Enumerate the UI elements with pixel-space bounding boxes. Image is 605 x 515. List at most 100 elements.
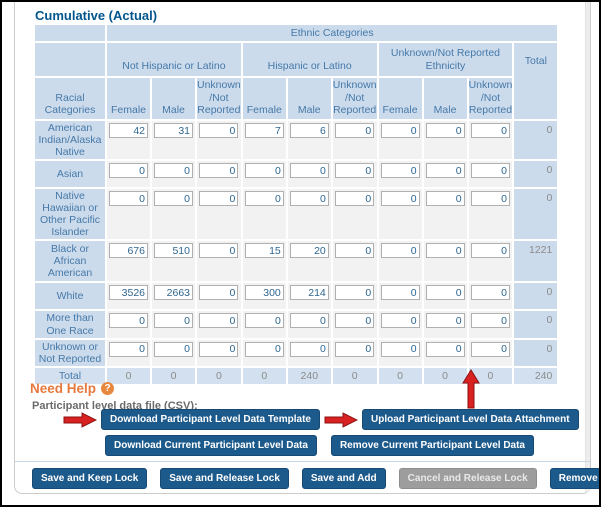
count-input[interactable] <box>154 285 193 301</box>
total-value: 0 <box>242 367 286 384</box>
value-cell <box>468 283 513 310</box>
count-input[interactable] <box>289 313 329 329</box>
count-input[interactable] <box>470 163 510 179</box>
count-input[interactable] <box>335 313 375 329</box>
count-input[interactable] <box>425 341 465 357</box>
count-input[interactable] <box>425 313 465 329</box>
col-header-female: Female <box>378 78 422 119</box>
count-input[interactable] <box>109 191 148 207</box>
need-help-heading: Need Help ? <box>30 381 115 396</box>
value-cell <box>332 189 377 240</box>
count-input[interactable] <box>244 341 284 357</box>
count-input[interactable] <box>380 341 420 357</box>
value-cell <box>468 161 513 188</box>
count-input[interactable] <box>244 123 284 138</box>
count-input[interactable] <box>154 243 193 259</box>
download-current-button[interactable]: Download Current Participant Level Data <box>105 435 317 456</box>
help-icon[interactable]: ? <box>101 382 115 395</box>
value-cell <box>378 339 422 366</box>
table-row: Unknown or Not Reported 0 <box>35 339 558 366</box>
count-input[interactable] <box>199 285 239 301</box>
row-total: 0 <box>514 311 558 338</box>
row-label: Black or African American <box>35 241 105 282</box>
count-input[interactable] <box>335 285 375 301</box>
count-input[interactable] <box>244 285 284 301</box>
count-input[interactable] <box>470 313 510 329</box>
value-cell <box>287 311 331 338</box>
value-cell <box>242 121 286 160</box>
count-input[interactable] <box>289 243 329 259</box>
total-column-header: Total <box>514 43 558 119</box>
value-cell <box>152 189 195 240</box>
count-input[interactable] <box>335 123 375 138</box>
count-input[interactable] <box>109 285 148 301</box>
scrollbar-track[interactable] <box>585 2 590 493</box>
count-input[interactable] <box>109 341 148 357</box>
value-cell <box>378 241 422 282</box>
racial-categories-header: Racial Categories <box>35 78 105 119</box>
count-input[interactable] <box>109 123 148 138</box>
count-input[interactable] <box>199 341 239 357</box>
save-and-release-lock-button[interactable]: Save and Release Lock <box>160 468 289 489</box>
count-input[interactable] <box>154 341 193 357</box>
count-input[interactable] <box>109 243 148 259</box>
col-header-male: Male <box>423 78 467 119</box>
value-cell <box>378 121 422 160</box>
count-input[interactable] <box>244 243 284 259</box>
remove-report-button[interactable]: Remove Report <box>549 468 599 489</box>
count-input[interactable] <box>425 163 465 179</box>
count-input[interactable] <box>154 191 193 207</box>
count-input[interactable] <box>380 313 420 329</box>
count-input[interactable] <box>470 341 510 357</box>
count-input[interactable] <box>380 123 420 138</box>
count-input[interactable] <box>425 123 465 138</box>
count-input[interactable] <box>244 313 284 329</box>
count-input[interactable] <box>199 313 239 329</box>
count-input[interactable] <box>109 313 148 329</box>
save-and-add-button[interactable]: Save and Add <box>301 468 386 489</box>
count-input[interactable] <box>470 285 510 301</box>
count-input[interactable] <box>425 243 465 259</box>
upload-attachment-button[interactable]: Upload Participant Level Data Attachment <box>361 409 579 430</box>
count-input[interactable] <box>289 285 329 301</box>
col-header-unknown: Unknown /Not Reported <box>197 78 241 119</box>
count-input[interactable] <box>380 191 420 207</box>
save-and-keep-lock-button[interactable]: Save and Keep Lock <box>32 468 148 489</box>
count-input[interactable] <box>109 163 148 179</box>
count-input[interactable] <box>335 191 375 207</box>
remove-current-button[interactable]: Remove Current Participant Level Data <box>330 435 534 456</box>
count-input[interactable] <box>154 313 193 329</box>
count-input[interactable] <box>380 243 420 259</box>
corner-cell <box>35 25 105 41</box>
count-input[interactable] <box>244 163 284 179</box>
count-input[interactable] <box>289 341 329 357</box>
count-input[interactable] <box>199 123 239 138</box>
count-input[interactable] <box>470 243 510 259</box>
count-input[interactable] <box>470 191 510 207</box>
count-input[interactable] <box>380 163 420 179</box>
count-input[interactable] <box>154 123 193 138</box>
count-input[interactable] <box>289 123 329 138</box>
count-input[interactable] <box>244 191 284 207</box>
count-input[interactable] <box>380 285 420 301</box>
value-cell <box>197 241 241 282</box>
download-template-button[interactable]: Download Participant Level Data Template <box>101 409 320 430</box>
file-buttons-row-2: Download Current Participant Level Data … <box>105 435 534 456</box>
count-input[interactable] <box>199 191 239 207</box>
count-input[interactable] <box>335 341 375 357</box>
count-input[interactable] <box>425 285 465 301</box>
count-input[interactable] <box>289 163 329 179</box>
count-input[interactable] <box>154 163 193 179</box>
count-input[interactable] <box>335 243 375 259</box>
value-cell <box>152 161 195 188</box>
count-input[interactable] <box>289 191 329 207</box>
count-input[interactable] <box>199 243 239 259</box>
count-input[interactable] <box>425 191 465 207</box>
value-cell <box>107 121 150 160</box>
count-input[interactable] <box>470 123 510 138</box>
count-input[interactable] <box>335 163 375 179</box>
value-cell <box>468 121 513 160</box>
value-cell <box>287 283 331 310</box>
value-cell <box>107 311 150 338</box>
count-input[interactable] <box>199 163 239 179</box>
